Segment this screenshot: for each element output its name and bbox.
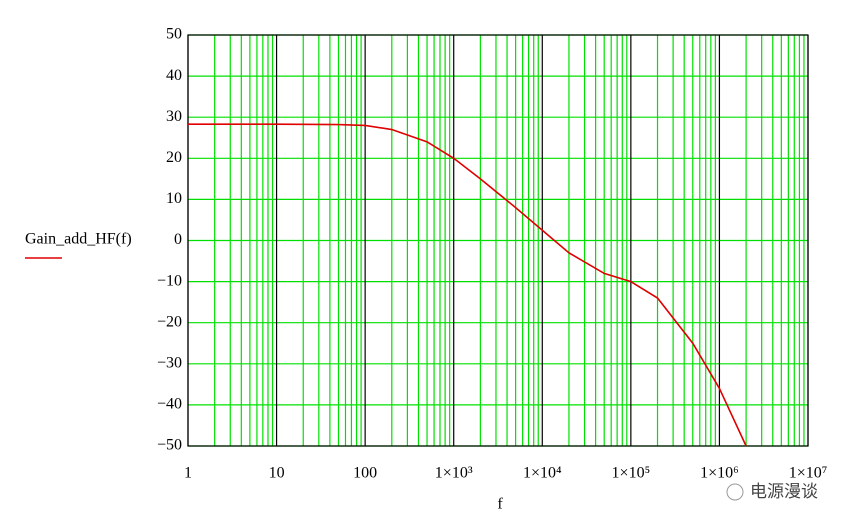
x-tick-label: 1×10³ — [435, 465, 473, 482]
x-axis-label: f — [497, 496, 503, 513]
y-tick-label: 0 — [174, 231, 182, 248]
x-tick-label: 10 — [269, 465, 285, 482]
x-tick-label: 1 — [184, 465, 192, 482]
watermark-icon — [726, 483, 744, 501]
y-tick-label: 30 — [166, 108, 182, 125]
y-tick-label: −50 — [157, 437, 182, 454]
x-tick-label: 1×10⁷ — [789, 465, 828, 482]
x-tick-label: 1×10⁶ — [700, 465, 739, 482]
x-tick-label: 1×10⁴ — [523, 465, 562, 482]
y-tick-label: 20 — [166, 149, 182, 166]
y-tick-label: −20 — [157, 313, 182, 330]
y-tick-label: −40 — [157, 396, 182, 413]
x-tick-label: 1×10⁵ — [612, 465, 651, 482]
y-tick-label: −10 — [157, 272, 182, 289]
y-tick-label: 40 — [166, 67, 182, 84]
y-tick-label: 10 — [166, 190, 182, 207]
y-axis-label: Gain_add_HF(f) — [25, 231, 132, 248]
watermark: 电源漫谈 — [750, 482, 818, 502]
series-line — [188, 123, 747, 447]
x-tick-label: 100 — [353, 465, 377, 482]
plot-border — [187, 34, 809, 447]
y-tick-label: −30 — [157, 354, 182, 371]
y-tick-label: 50 — [166, 26, 182, 43]
